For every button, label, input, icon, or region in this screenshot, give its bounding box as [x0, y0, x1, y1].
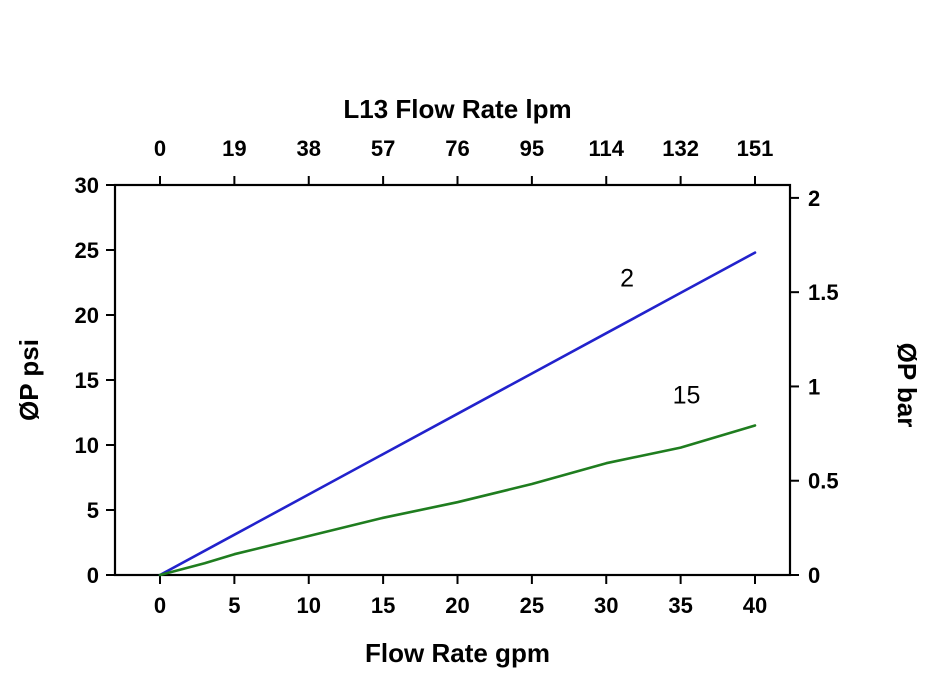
top-tick-label: 114 [589, 136, 625, 161]
top-tick-label: 151 [737, 136, 774, 161]
right-tick-label: 1.5 [808, 280, 839, 305]
bottom-tick-label: 40 [743, 593, 767, 618]
series-line-15 [158, 424, 757, 577]
left-tick-label: 20 [75, 303, 99, 328]
bottom-tick-label: 15 [371, 593, 395, 618]
top-tick-label: 132 [662, 136, 699, 161]
top-axis-title: L13 Flow Rate lpm [343, 94, 571, 124]
top-tick-label: 38 [297, 136, 321, 161]
series-label-15: 15 [673, 381, 701, 409]
bottom-tick-label: 20 [445, 593, 469, 618]
top-tick-label: 0 [154, 136, 166, 161]
left-tick-label: 30 [75, 173, 99, 198]
top-tick-label: 19 [222, 136, 246, 161]
bottom-axis-title: Flow Rate gpm [365, 638, 550, 668]
left-tick-label: 15 [75, 368, 99, 393]
bottom-tick-label: 35 [668, 593, 692, 618]
bottom-tick-label: 25 [520, 593, 544, 618]
right-tick-label: 1 [808, 374, 820, 399]
right-tick-label: 0 [808, 563, 820, 588]
bottom-tick-label: 30 [594, 593, 618, 618]
series-line-2 [158, 251, 757, 577]
bottom-tick-label: 10 [297, 593, 321, 618]
left-tick-label: 0 [87, 563, 99, 588]
top-tick-label: 76 [445, 136, 469, 161]
left-tick-label: 25 [75, 238, 99, 263]
top-tick-label: 95 [520, 136, 544, 161]
series-label-2: 2 [620, 264, 634, 292]
bottom-tick-label: 5 [228, 593, 240, 618]
left-axis-title: ØP psi [14, 339, 44, 421]
right-axis-title: ØP bar [892, 343, 922, 428]
left-tick-label: 10 [75, 433, 99, 458]
plot-border [113, 183, 792, 577]
bottom-tick-label: 0 [154, 593, 166, 618]
right-tick-label: 2 [808, 186, 820, 211]
right-tick-label: 0.5 [808, 469, 839, 494]
left-tick-label: 5 [87, 498, 99, 523]
top-tick-label: 57 [371, 136, 395, 161]
